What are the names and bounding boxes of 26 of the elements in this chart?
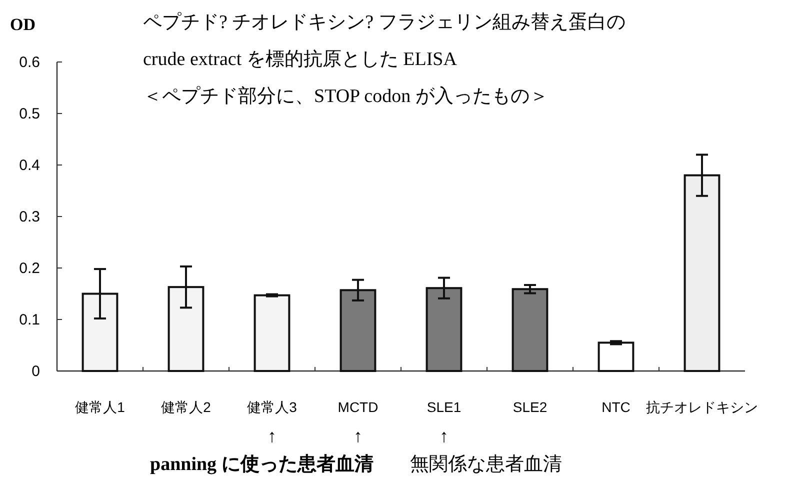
bar: [254, 294, 290, 372]
x-tick-label: NTC: [602, 399, 630, 415]
x-tick-label: 健常人2: [161, 399, 212, 415]
text: ↑: [268, 426, 276, 446]
x-tick-label: SLE1: [426, 399, 462, 415]
bar: [598, 342, 634, 372]
y-tick-label: 0.4: [19, 157, 40, 174]
y-tick-label: 0.5: [19, 106, 40, 122]
x-tick-label: SLE2: [512, 399, 548, 415]
text: 無関係な患者血清: [410, 454, 562, 475]
text: ↑: [354, 426, 362, 446]
y-axis-title: OD: [10, 15, 36, 34]
text: ＜ペプチド部分に、STOP codon が入ったもの＞: [143, 85, 548, 107]
x-tick-label: MCTD: [338, 399, 378, 415]
y-tick-label: 0.1: [19, 312, 40, 328]
y-tick-label: 0: [32, 363, 40, 380]
x-tick-label: 健常人1: [75, 399, 126, 415]
text: ↑: [440, 426, 448, 446]
y-tick-label: 0.2: [19, 260, 40, 277]
y-tick-label: 0.3: [19, 208, 40, 226]
bar: [512, 288, 548, 372]
x-tick-label: 抗チオレドキシン: [646, 399, 758, 415]
chart-title: ペプチド? チオレドキシン? フラジェリン組み替え蛋白の crude extract を標的抗原とした ELISA: [143, 12, 626, 70]
text: panning に使った患者血清: [150, 453, 374, 475]
x-tick-label: 健常人3: [247, 399, 298, 415]
y-tick-label: 0.6: [19, 54, 40, 71]
